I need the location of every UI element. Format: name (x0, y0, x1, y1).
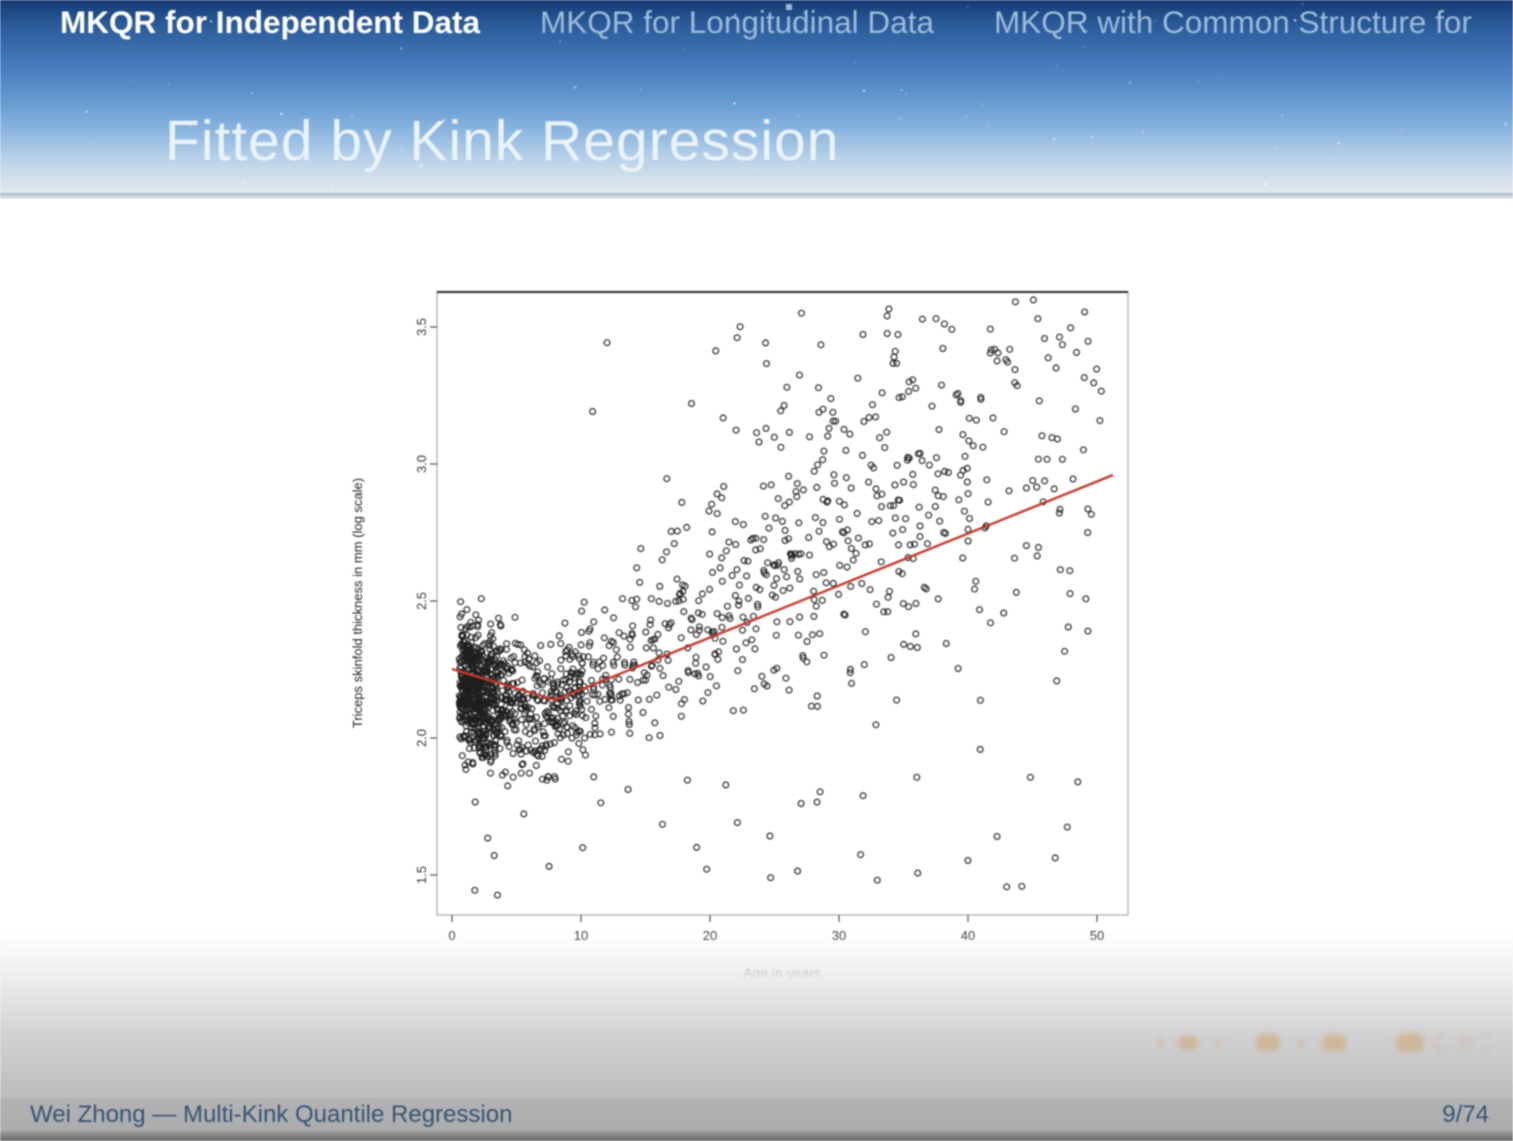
svg-text:3.0: 3.0 (414, 455, 429, 473)
svg-text:3.5: 3.5 (414, 318, 429, 336)
svg-text:2.5: 2.5 (414, 592, 429, 610)
svg-text:2.0: 2.0 (414, 729, 429, 747)
svg-text:1.5: 1.5 (414, 866, 429, 884)
svg-text:Triceps skinfold thickness in: Triceps skinfold thickness in mm (log sc… (350, 478, 365, 728)
